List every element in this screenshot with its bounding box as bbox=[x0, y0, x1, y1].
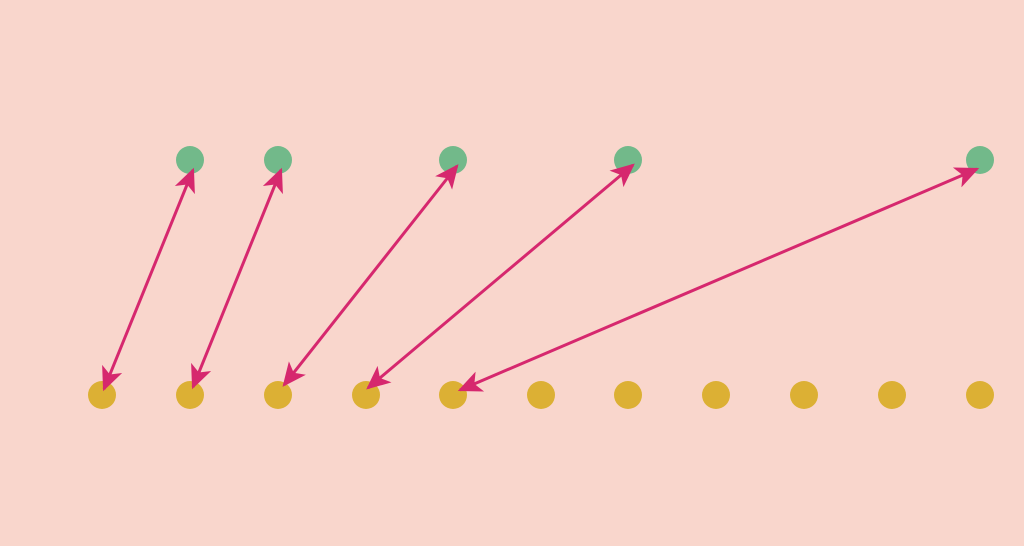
bottom-dot bbox=[878, 381, 906, 409]
bottom-dot bbox=[702, 381, 730, 409]
bottom-dot bbox=[88, 381, 116, 409]
bottom-dot bbox=[176, 381, 204, 409]
bottom-dot bbox=[614, 381, 642, 409]
top-dot bbox=[176, 146, 204, 174]
bottom-dot bbox=[966, 381, 994, 409]
arrow bbox=[457, 167, 980, 392]
arrows bbox=[102, 163, 980, 392]
bottom-dot bbox=[790, 381, 818, 409]
arrow bbox=[102, 167, 195, 392]
arrow bbox=[191, 167, 283, 390]
bottom-dot bbox=[352, 381, 380, 409]
bottom-dot bbox=[439, 381, 467, 409]
bottom-dot bbox=[527, 381, 555, 409]
top-dot bbox=[966, 146, 994, 174]
bottom-dot bbox=[264, 381, 292, 409]
top-dot bbox=[264, 146, 292, 174]
